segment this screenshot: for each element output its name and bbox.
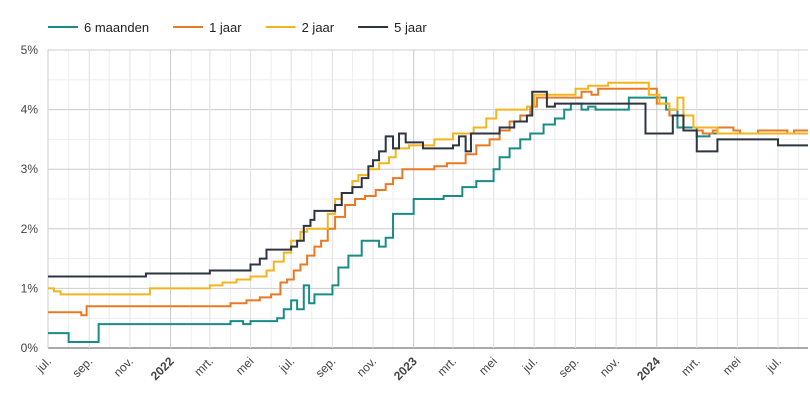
x-tick-label: mrt. [191, 354, 216, 379]
x-tick-label: jul. [276, 354, 297, 375]
series-line-1 [48, 87, 808, 317]
y-tick-label: 4% [21, 103, 39, 117]
x-tick-label: 2024 [634, 354, 663, 383]
x-tick-label: 2022 [148, 354, 177, 383]
x-tick-label: 2023 [391, 354, 420, 383]
legend-label-2: 2 jaar [302, 20, 335, 35]
y-tick-label: 1% [21, 281, 39, 295]
series-line-0 [48, 96, 808, 344]
x-tick-label: sep. [313, 354, 339, 380]
chart-series [48, 81, 808, 344]
x-tick-label: mei [476, 354, 500, 378]
x-tick-label: mei [233, 354, 257, 378]
y-tick-label: 3% [21, 162, 39, 176]
y-tick-label: 5% [21, 43, 39, 57]
series-line-3 [48, 90, 808, 278]
x-tick-label: mei [720, 354, 744, 378]
x-tick-label: nov. [597, 354, 622, 379]
x-tick-label: mrt. [435, 354, 460, 379]
x-tick-label: jul. [519, 354, 540, 375]
x-tick-label: nov. [111, 354, 136, 379]
x-tick-label: jul. [33, 354, 54, 375]
legend-label-3: 5 jaar [394, 20, 427, 35]
x-tick-label: nov. [354, 354, 379, 379]
x-tick-label: sep. [69, 354, 95, 380]
y-tick-label: 0% [21, 341, 39, 355]
chart-legend: 6 maanden 1 jaar 2 jaar 5 jaar [48, 20, 427, 35]
x-tick-label: mrt. [678, 354, 703, 379]
x-tick-label: jul. [763, 354, 784, 375]
x-tick-label: sep. [556, 354, 582, 380]
legend-label-1: 1 jaar [209, 20, 242, 35]
series-line-2 [48, 81, 808, 296]
y-tick-label: 2% [21, 222, 39, 236]
legend-label-0: 6 maanden [84, 20, 149, 35]
